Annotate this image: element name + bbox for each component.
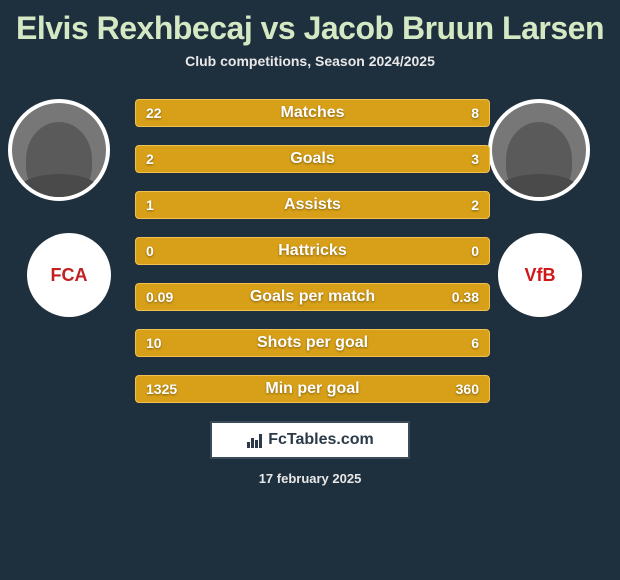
footer-date: 17 february 2025 [8, 471, 612, 486]
player-photo-left [8, 99, 110, 201]
subtitle: Club competitions, Season 2024/2025 [8, 53, 612, 69]
stat-value-right: 3 [471, 151, 479, 167]
club-logo-text: FCA [51, 265, 88, 286]
stat-value-right: 0 [471, 243, 479, 259]
stat-value-right: 360 [456, 381, 479, 397]
footer-brand[interactable]: FcTables.com [210, 421, 410, 459]
stat-row: 1325 Min per goal 360 [135, 375, 490, 403]
stat-row: 0 Hattricks 0 [135, 237, 490, 265]
stat-label: Matches [280, 104, 344, 122]
stat-value-left: 0.09 [146, 289, 173, 305]
stat-row: 1 Assists 2 [135, 191, 490, 219]
avatar-silhouette [26, 122, 92, 197]
stat-value-left: 22 [146, 105, 162, 121]
stats-area: FCA VfB 22 Matches 8 2 Goals 3 1 Assists 2 0 Hattr… [8, 99, 612, 403]
comparison-container: Elvis Rexhbecaj vs Jacob Bruun Larsen Cl… [0, 0, 620, 580]
club-logo-right: VfB [498, 233, 582, 317]
stat-label: Hattricks [278, 242, 346, 260]
stat-value-left: 1325 [146, 381, 177, 397]
stat-value-left: 1 [146, 197, 154, 213]
stat-value-right: 0.38 [452, 289, 479, 305]
club-logo-text: VfB [525, 265, 556, 286]
page-title: Elvis Rexhbecaj vs Jacob Bruun Larsen [8, 0, 612, 53]
stat-row: 22 Matches 8 [135, 99, 490, 127]
stat-value-left: 0 [146, 243, 154, 259]
bar-chart-icon [246, 432, 264, 448]
stat-value-right: 6 [471, 335, 479, 351]
stat-value-right: 8 [471, 105, 479, 121]
club-logo-left: FCA [27, 233, 111, 317]
stat-label: Shots per goal [257, 334, 368, 352]
player-photo-right [488, 99, 590, 201]
avatar-silhouette [506, 122, 572, 197]
stat-value-left: 2 [146, 151, 154, 167]
stat-value-right: 2 [471, 197, 479, 213]
footer-brand-text: FcTables.com [268, 431, 374, 449]
stat-value-left: 10 [146, 335, 162, 351]
stat-label: Min per goal [265, 380, 359, 398]
stat-row: 0.09 Goals per match 0.38 [135, 283, 490, 311]
stat-label: Goals [290, 150, 334, 168]
stat-row: 2 Goals 3 [135, 145, 490, 173]
stat-row: 10 Shots per goal 6 [135, 329, 490, 357]
stat-label: Goals per match [250, 288, 375, 306]
stat-label: Assists [284, 196, 341, 214]
stat-rows: 22 Matches 8 2 Goals 3 1 Assists 2 0 Hattricks 0 0.0… [135, 99, 490, 403]
